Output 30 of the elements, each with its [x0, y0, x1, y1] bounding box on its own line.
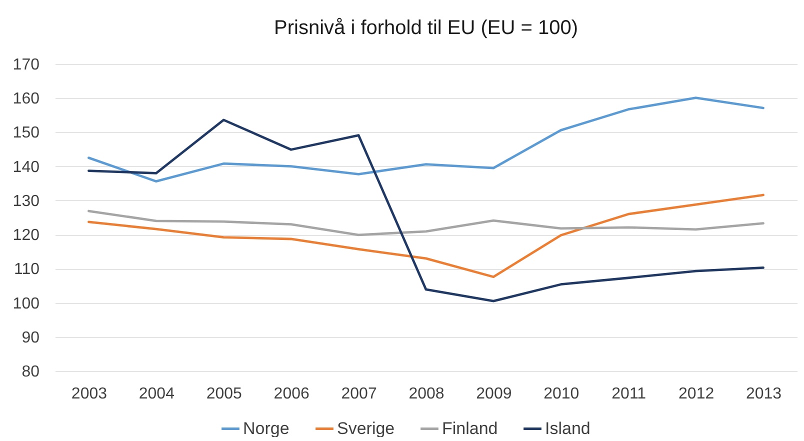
legend-label: Finland [442, 418, 498, 438]
chart-title: Prisnivå i forhold til EU (EU = 100) [274, 17, 578, 39]
legend-label: Island [545, 418, 590, 438]
x-tick-label: 2005 [206, 386, 242, 402]
line-series [88, 96, 764, 183]
x-tick-label: 2006 [274, 386, 310, 402]
line-series [88, 210, 764, 236]
legend-label: Norge [243, 418, 290, 438]
y-tick-label: 80 [22, 364, 40, 380]
y-tick-label: 130 [12, 192, 40, 210]
x-tick-label: 2007 [341, 386, 377, 402]
x-tick-label: 2010 [544, 386, 580, 402]
x-tick-label: 2008 [408, 386, 444, 402]
x-tick-label: 2009 [476, 386, 512, 402]
line-series [88, 118, 764, 302]
y-tick-label: 140 [12, 158, 40, 176]
x-tick-label: 2003 [71, 386, 108, 402]
y-tick-label: 120 [12, 227, 40, 244]
x-tick-label: 2011 [612, 386, 646, 402]
y-tick-label: 150 [12, 124, 40, 142]
x-tick-label: 2004 [138, 386, 175, 402]
y-tick-label: 100 [12, 295, 40, 312]
y-tick-label: 160 [12, 90, 40, 108]
x-tick-label: 2013 [746, 386, 782, 402]
y-tick-label: 170 [12, 56, 40, 74]
legend-label: Sverige [337, 418, 395, 438]
line-series [88, 194, 764, 278]
y-tick-label: 90 [22, 329, 40, 346]
y-tick-label: 110 [14, 261, 40, 278]
x-tick-label: 2012 [678, 386, 714, 402]
